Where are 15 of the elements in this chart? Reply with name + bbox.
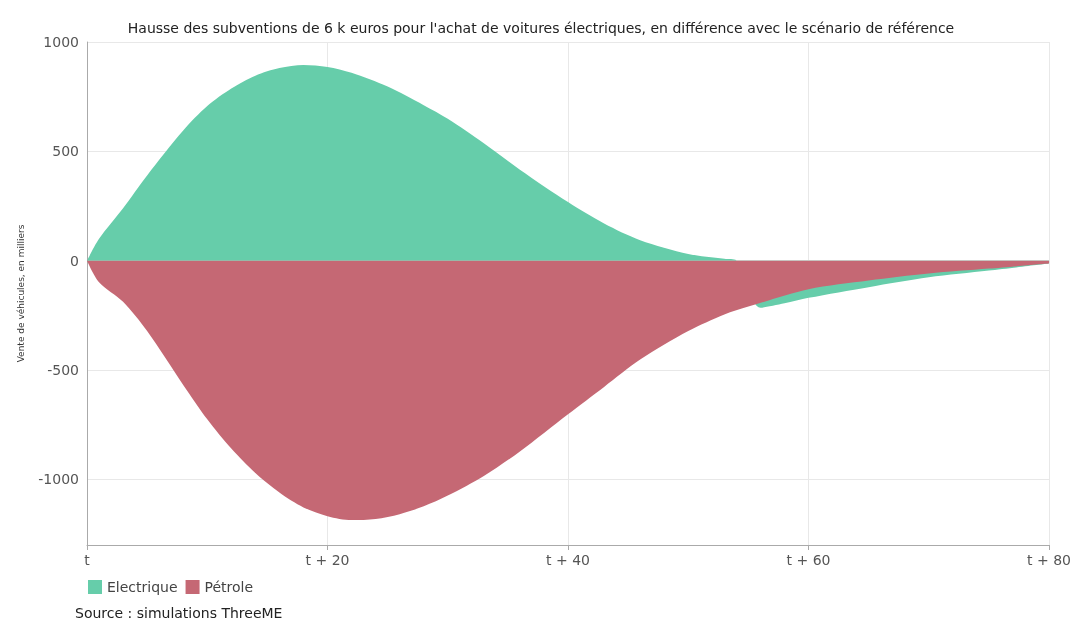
x-tick-label: t	[84, 552, 91, 568]
y-tick-label: 1000	[43, 34, 79, 50]
y-tick-label: 0	[70, 252, 79, 269]
x-tick-label: t + 80	[1027, 552, 1071, 568]
x-tick-label: t + 40	[546, 552, 590, 568]
x-tick-label: t + 60	[786, 552, 831, 568]
y-axis-title: Vente de véhicules, en milliers	[15, 224, 26, 363]
legend-label: Electrique	[107, 579, 178, 595]
source-note: Source : simulations ThreeME	[75, 605, 283, 621]
x-tick-label: t + 20	[305, 552, 350, 568]
chart-title: Hausse des subventions de 6 k euros pour l'achat de voitures électriques, en différence avec le scénario de référence	[127, 20, 955, 36]
legend-label: Pétrole	[204, 579, 254, 595]
y-tick-label: 500	[52, 143, 79, 160]
y-tick-label: -1000	[38, 471, 79, 488]
y-tick-label: -500	[47, 362, 79, 379]
